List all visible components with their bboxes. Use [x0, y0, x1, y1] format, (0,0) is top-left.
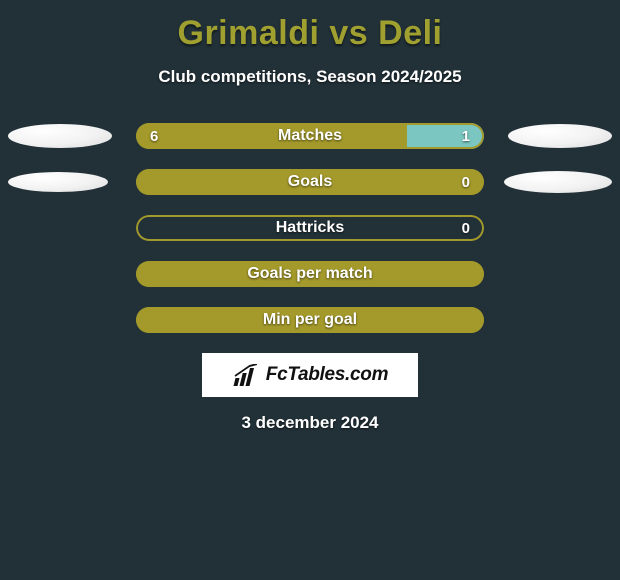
stat-bar-left-segment [136, 261, 484, 287]
date-text: 3 december 2024 [0, 413, 620, 433]
stat-bar: Min per goal [136, 307, 484, 333]
logo-box: FcTables.com [202, 353, 418, 397]
stat-bar: 61Matches [136, 123, 484, 149]
player-right-avatar [508, 124, 612, 148]
stat-bar-border [136, 215, 484, 241]
stat-row: Goals per match [0, 261, 620, 287]
stat-right-value: 0 [462, 215, 470, 241]
logo-text: FcTables.com [266, 364, 388, 386]
page-title: Grimaldi vs Deli [0, 0, 620, 53]
stat-row: 61Matches [0, 123, 620, 149]
player-left-avatar [8, 172, 108, 192]
page-subtitle: Club competitions, Season 2024/2025 [0, 67, 620, 87]
stat-bar-right-segment [407, 123, 484, 149]
player-left-avatar [8, 124, 112, 148]
stat-bar-left-segment [136, 307, 484, 333]
stat-bar: Goals per match [136, 261, 484, 287]
stat-row: 0Hattricks [0, 215, 620, 241]
stat-bar-left-segment [136, 123, 407, 149]
bar-chart-icon [232, 364, 260, 386]
stat-row: 0Goals [0, 169, 620, 195]
stat-rows: 61Matches 0Goals 0Hattricks Goals per match… [0, 123, 620, 333]
stat-label: Hattricks [136, 215, 484, 241]
stat-row: Min per goal [0, 307, 620, 333]
player-right-avatar [504, 171, 612, 193]
stat-bar: 0Hattricks [136, 215, 484, 241]
stat-bar: 0Goals [136, 169, 484, 195]
stat-bar-left-segment [136, 169, 484, 195]
